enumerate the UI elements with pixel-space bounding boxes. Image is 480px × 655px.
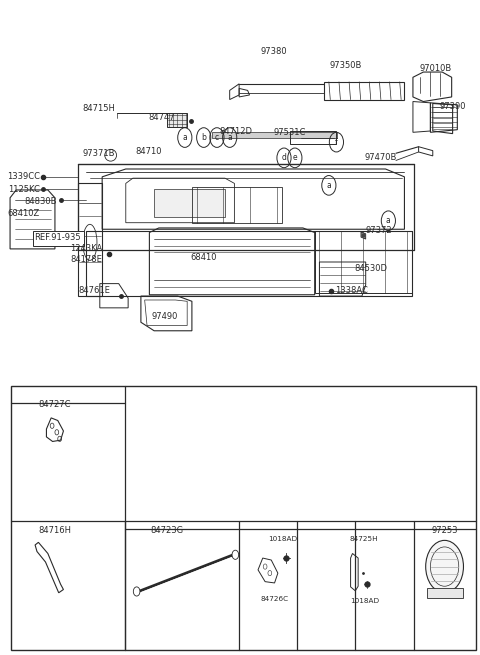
Text: d: d [251,526,256,535]
Text: e: e [292,153,297,162]
Text: 84726C: 84726C [261,596,288,603]
Text: a: a [24,400,29,409]
Text: a: a [386,216,391,225]
FancyBboxPatch shape [33,231,84,246]
Text: 1339CC: 1339CC [7,172,40,181]
Text: 1018AD: 1018AD [268,536,297,542]
Polygon shape [168,113,187,127]
Text: f: f [419,526,421,535]
Text: 84727C: 84727C [38,400,71,409]
Text: 84723G: 84723G [151,526,184,535]
Text: 97010B: 97010B [419,64,451,73]
Text: 68410: 68410 [191,253,217,262]
Text: 97253: 97253 [432,526,458,535]
Text: 84712D: 84712D [220,126,253,136]
Text: 84715H: 84715H [83,104,115,113]
FancyBboxPatch shape [12,386,476,650]
Text: 97371B: 97371B [82,149,115,159]
Text: f: f [335,138,338,147]
Text: 97350B: 97350B [329,61,361,70]
Text: 1338AC: 1338AC [335,286,368,295]
Text: 84725H: 84725H [350,536,379,542]
Polygon shape [154,189,225,217]
Text: 84830B: 84830B [25,196,57,206]
Circle shape [232,550,239,559]
Polygon shape [361,232,366,239]
Text: 1018AD: 1018AD [350,598,379,605]
Text: 84761E: 84761E [79,286,111,295]
Text: 84710: 84710 [135,147,162,157]
Text: c: c [137,526,141,535]
Text: REF.91-935: REF.91-935 [34,233,80,242]
Polygon shape [212,132,337,138]
Text: 84530D: 84530D [355,264,388,273]
Text: 97380: 97380 [260,47,287,56]
Text: 97490: 97490 [151,312,178,321]
Text: a: a [326,181,331,190]
Text: 97372: 97372 [366,226,392,235]
Text: 68410Z: 68410Z [8,209,40,218]
Text: b: b [201,133,206,142]
Text: 1125KC: 1125KC [8,185,40,195]
Text: b: b [24,526,29,535]
Circle shape [426,540,464,593]
Text: 97470B: 97470B [365,153,397,162]
Text: 97390: 97390 [439,102,466,111]
Text: a: a [182,133,187,142]
Text: 1243KA: 1243KA [70,244,102,253]
Text: e: e [309,526,314,535]
Text: c: c [215,133,219,142]
Text: a: a [228,133,232,142]
Text: 84716H: 84716H [38,526,72,535]
Circle shape [133,587,140,596]
Text: 84178E: 84178E [70,255,102,264]
Text: 97531C: 97531C [274,128,306,138]
Text: d: d [282,153,287,162]
FancyBboxPatch shape [427,588,463,598]
Text: 84747: 84747 [149,113,175,122]
